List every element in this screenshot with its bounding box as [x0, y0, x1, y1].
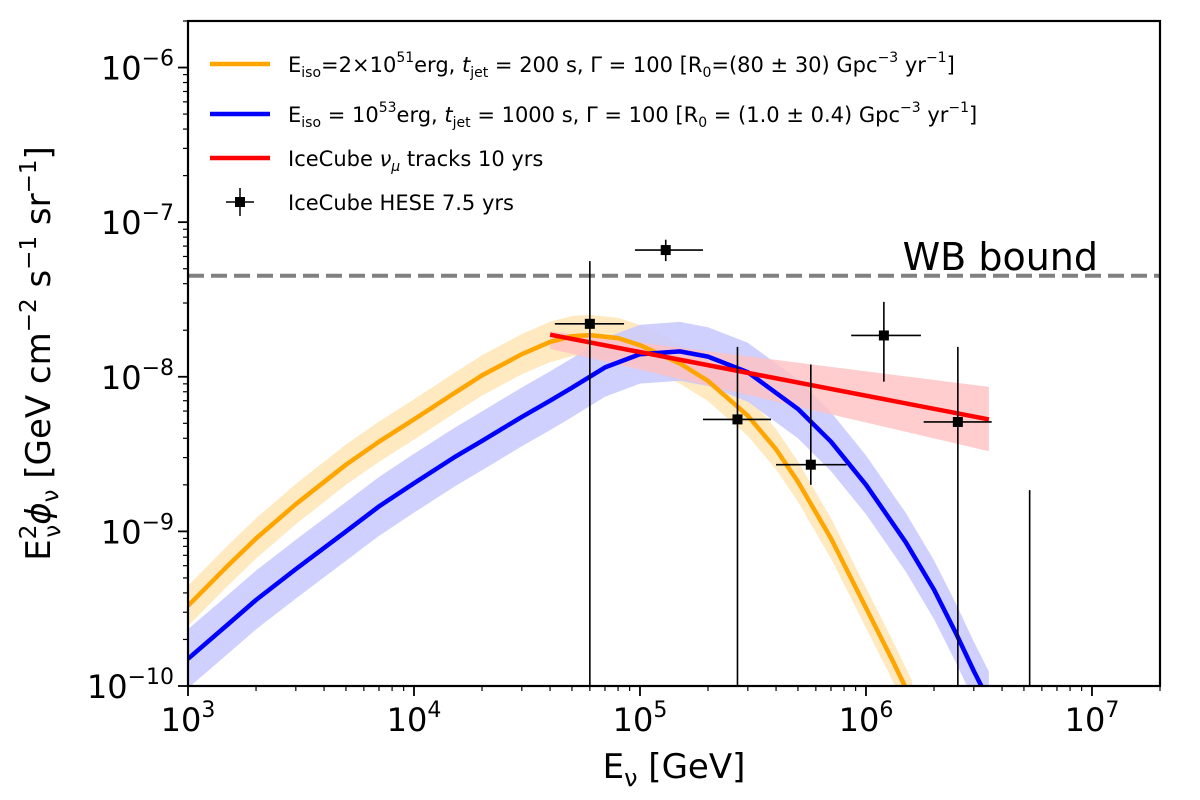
x-tick-label-1: 104: [387, 698, 442, 739]
band-red: [550, 331, 989, 452]
y-axis-label: E2νϕν [GeV cm−2 s−1 sr−1]: [16, 146, 66, 561]
y-tick-label-3: 10−7: [101, 201, 174, 242]
tick-labels: 103 104 105 106 107 10−10 10−9 10−8 10−7 10−6: [87, 47, 1119, 739]
legend-entry-red: IceCube νμ tracks 10 yrs: [210, 147, 543, 175]
hese-points: [554, 239, 1031, 686]
hese-point-2: [702, 346, 772, 686]
hese-marker-5: [952, 416, 963, 427]
legend-label-blue: Eiso = 1053erg, tjet = 1000 s, Γ = 100 […: [288, 100, 977, 131]
legend-label-orange: Eiso=2×1051erg, tjet = 200 s, Γ = 100 [R…: [288, 50, 955, 81]
legend-entry-blue: Eiso = 1053erg, tjet = 1000 s, Γ = 100 […: [210, 100, 977, 131]
y-tick-label-2: 10−8: [101, 356, 174, 397]
legend-swatch-hese-marker: [235, 197, 245, 207]
hese-marker-2: [732, 414, 743, 425]
x-axis-label: Eν [GeV]: [603, 747, 746, 792]
hese-point-1: [634, 239, 703, 262]
hese-marker-0: [584, 318, 595, 329]
band-blue: [188, 321, 989, 686]
legend-label-red: IceCube νμ tracks 10 yrs: [288, 147, 543, 175]
legend: Eiso=2×1051erg, tjet = 200 s, Γ = 100 [R…: [210, 50, 977, 216]
series-line-red: [549, 332, 990, 422]
hese-point-4: [851, 301, 921, 382]
x-tick-label-2: 105: [613, 698, 668, 739]
y-tick-label-4: 10−6: [101, 47, 174, 88]
uncertainty-bands: [188, 314, 989, 686]
series-line-blue: [188, 349, 984, 686]
x-tick-label-3: 106: [839, 698, 894, 739]
series-lines: [188, 332, 990, 686]
wb-bound: WB bound: [188, 235, 1160, 279]
legend-entry-orange: Eiso=2×1051erg, tjet = 200 s, Γ = 100 [R…: [210, 50, 955, 81]
x-tick-label-4: 107: [1065, 698, 1120, 739]
plot-frame: [186, 19, 1162, 688]
hese-point-0: [554, 261, 625, 686]
y-tick-label-0: 10−10: [87, 665, 174, 706]
band-orange: [188, 314, 913, 686]
x-tick-label-0: 103: [161, 698, 216, 739]
hese-marker-4: [878, 330, 889, 341]
hese-point-3: [776, 364, 847, 485]
wb-bound-label: WB bound: [903, 235, 1098, 279]
hese-point-5: [923, 346, 992, 686]
legend-label-hese: IceCube HESE 7.5 yrs: [288, 191, 514, 215]
hese-marker-1: [660, 245, 671, 256]
y-tick-label-1: 10−9: [101, 510, 174, 551]
legend-entry-hese: IceCube HESE 7.5 yrs: [226, 188, 514, 216]
hese-marker-3: [805, 459, 816, 470]
series-line-orange: [188, 332, 908, 686]
